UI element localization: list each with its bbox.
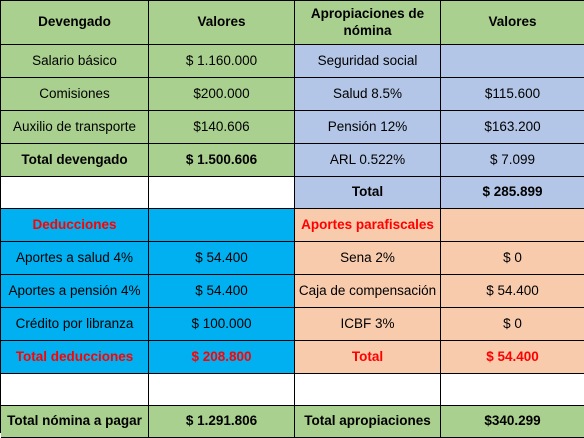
total-nomina-label: Total nómina a pagar [1, 406, 149, 438]
apropiacion-label: Salud 8.5% [295, 78, 441, 111]
header-valores-apropiaciones: Valores [441, 1, 584, 45]
total-deducciones-label: Total deducciones [1, 341, 149, 374]
parafiscal-value: $ 0 [441, 242, 584, 275]
apropiacion-label: Seguridad social [295, 45, 441, 78]
devengado-label: Comisiones [1, 78, 149, 111]
devengado-value: $ 1.160.000 [149, 45, 295, 78]
deduccion-label: Aportes a salud 4% [1, 242, 149, 275]
header-devengado: Devengado [1, 1, 149, 45]
total-deducciones-value: $ 208.800 [149, 341, 295, 374]
total-apropiaciones-value: $340.299 [441, 406, 584, 438]
header-apropiaciones: Apropiaciones de nómina [295, 1, 441, 45]
apropiacion-value: $115.600 [441, 78, 584, 111]
deducciones-header-value [149, 209, 295, 242]
apropiacion-label: ARL 0.522% [295, 144, 441, 177]
total-devengado-label: Total devengado [1, 144, 149, 177]
deduccion-value: $ 54.400 [149, 242, 295, 275]
empty-cell [441, 374, 584, 406]
total-parafiscales-label: Total [295, 341, 441, 374]
deduccion-label: Aportes a pensión 4% [1, 275, 149, 308]
empty-cell [149, 374, 295, 406]
total-nomina-value: $ 1.291.806 [149, 406, 295, 438]
empty-cell [1, 374, 149, 406]
total-devengado-value: $ 1.500.606 [149, 144, 295, 177]
deduccion-label: Crédito por libranza [1, 308, 149, 341]
empty-cell [149, 177, 295, 209]
parafiscales-header: Aportes parafiscales [295, 209, 441, 242]
devengado-value: $200.000 [149, 78, 295, 111]
apropiacion-value [441, 45, 584, 78]
deduccion-value: $ 54.400 [149, 275, 295, 308]
devengado-label: Salario básico [1, 45, 149, 78]
parafiscal-label: Caja de compensación [295, 275, 441, 308]
apropiacion-value: $163.200 [441, 111, 584, 144]
deduccion-value: $ 100.000 [149, 308, 295, 341]
total-apropiaciones-label: Total apropiaciones [295, 406, 441, 438]
apropiacion-value: $ 7.099 [441, 144, 584, 177]
parafiscal-value: $ 0 [441, 308, 584, 341]
parafiscal-label: Sena 2% [295, 242, 441, 275]
apropiacion-label: Pensión 12% [295, 111, 441, 144]
header-valores: Valores [149, 1, 295, 45]
parafiscal-label: ICBF 3% [295, 308, 441, 341]
total-seguridad-value: $ 285.899 [441, 177, 584, 209]
total-parafiscales-value: $ 54.400 [441, 341, 584, 374]
total-seguridad-label: Total [295, 177, 441, 209]
parafiscal-value: $ 54.400 [441, 275, 584, 308]
empty-cell [295, 374, 441, 406]
empty-cell [1, 177, 149, 209]
deducciones-header: Deducciones [1, 209, 149, 242]
devengado-label: Auxilio de transporte [1, 111, 149, 144]
parafiscales-header-value [441, 209, 584, 242]
devengado-value: $140.606 [149, 111, 295, 144]
